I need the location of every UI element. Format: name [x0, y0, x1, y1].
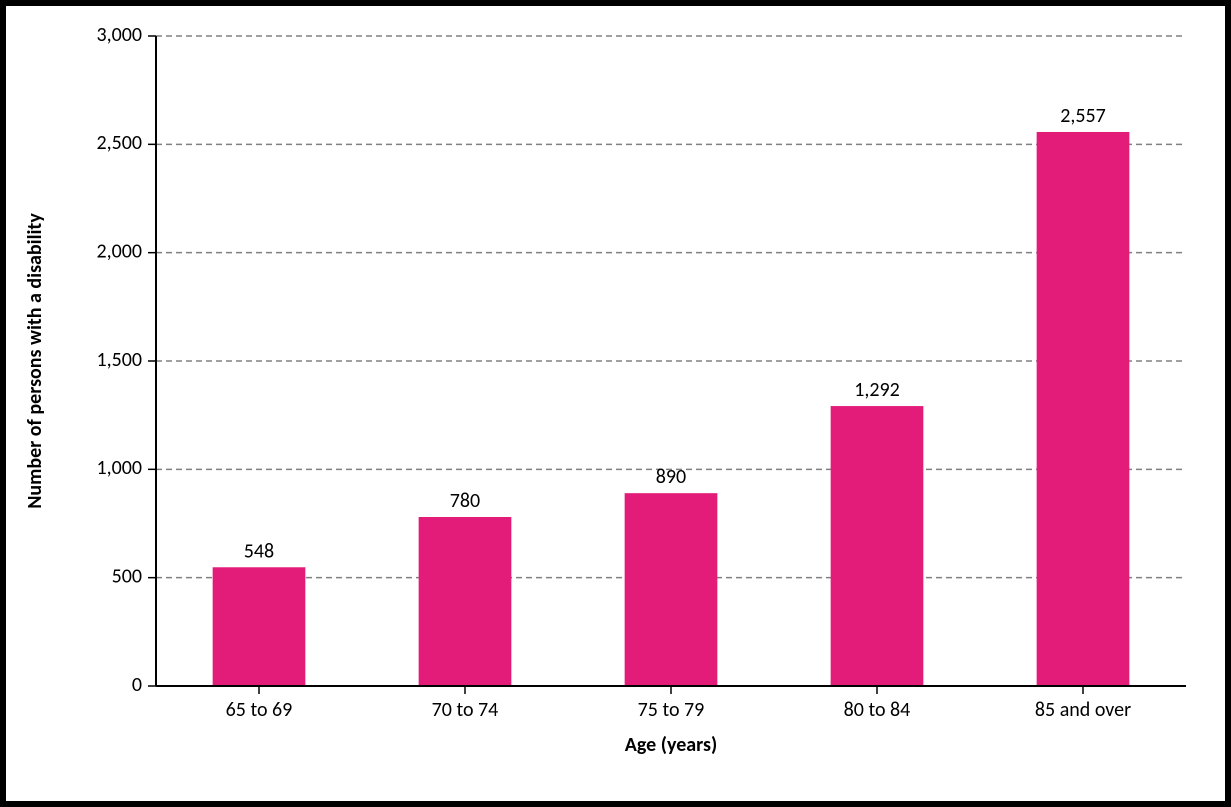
x-tick-label: 85 and over: [1035, 698, 1131, 722]
y-tick-label: 0: [132, 673, 142, 697]
data-label: 1,292: [854, 378, 900, 402]
x-tick-label: 75 to 79: [638, 698, 705, 722]
chart-frame: 0 500 1,000 1,500 2,000 2,500 3,000 548 65 to 69…: [0, 0, 1231, 807]
y-tick-label: 2,500: [96, 131, 142, 155]
y-axis-title: Number of persons with a disability: [23, 213, 47, 509]
bar: [419, 517, 512, 686]
bar: [831, 406, 924, 686]
x-tick-label: 70 to 74: [432, 698, 499, 722]
data-label: 890: [656, 465, 686, 489]
data-label: 780: [450, 489, 480, 513]
bar: [625, 493, 718, 686]
x-axis-title: Age (years): [625, 733, 717, 757]
data-label: 548: [244, 539, 274, 563]
y-tick-label: 500: [112, 564, 142, 588]
bar-chart: 0 500 1,000 1,500 2,000 2,500 3,000 548 65 to 69…: [6, 6, 1225, 801]
bar: [1037, 132, 1130, 686]
y-tick-label: 2,000: [96, 239, 142, 263]
bar: [213, 567, 306, 686]
x-tick-label: 80 to 84: [844, 698, 911, 722]
data-label: 2,557: [1060, 104, 1106, 128]
y-tick-label: 3,000: [96, 23, 142, 47]
x-tick-label: 65 to 69: [226, 698, 293, 722]
y-tick-label: 1,000: [96, 456, 142, 480]
y-tick-label: 1,500: [96, 348, 142, 372]
